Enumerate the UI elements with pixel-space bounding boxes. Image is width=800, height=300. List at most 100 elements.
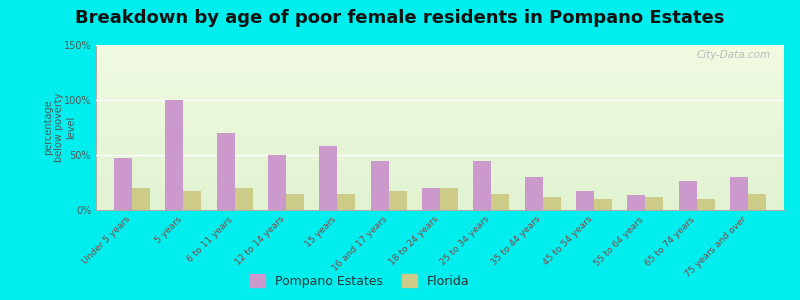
Bar: [96, 75, 784, 76]
Bar: [96, 76, 784, 78]
Bar: [96, 73, 784, 75]
Bar: [183, 191, 202, 210]
Bar: [96, 187, 784, 188]
Bar: [491, 194, 510, 210]
Bar: [96, 160, 784, 162]
Bar: [234, 188, 253, 210]
Bar: [96, 131, 784, 132]
Bar: [730, 177, 748, 210]
Bar: [748, 194, 766, 210]
Bar: [96, 112, 784, 114]
Bar: [389, 191, 406, 210]
Bar: [697, 199, 714, 210]
Y-axis label: percentage
below poverty
level: percentage below poverty level: [42, 93, 76, 162]
Bar: [96, 142, 784, 144]
Bar: [96, 157, 784, 159]
Bar: [594, 199, 612, 210]
Bar: [319, 146, 338, 210]
Bar: [338, 194, 355, 210]
Bar: [96, 203, 784, 205]
Bar: [96, 56, 784, 58]
Bar: [96, 106, 784, 108]
Bar: [474, 160, 491, 210]
Bar: [96, 94, 784, 96]
Bar: [96, 99, 784, 101]
Bar: [96, 53, 784, 55]
Bar: [96, 202, 784, 203]
Bar: [440, 188, 458, 210]
Bar: [96, 165, 784, 167]
Bar: [96, 141, 784, 142]
Bar: [422, 188, 440, 210]
Text: Breakdown by age of poor female residents in Pompano Estates: Breakdown by age of poor female resident…: [75, 9, 725, 27]
Bar: [627, 195, 646, 210]
Bar: [96, 103, 784, 104]
Bar: [96, 182, 784, 184]
Bar: [96, 52, 784, 53]
Bar: [96, 111, 784, 112]
Bar: [96, 126, 784, 127]
Bar: [96, 184, 784, 185]
Bar: [96, 155, 784, 157]
Bar: [96, 207, 784, 208]
Bar: [96, 104, 784, 106]
Bar: [96, 89, 784, 91]
Bar: [96, 167, 784, 169]
Bar: [96, 108, 784, 109]
Bar: [96, 185, 784, 187]
Bar: [96, 61, 784, 63]
Bar: [525, 177, 542, 210]
Bar: [96, 195, 784, 197]
Bar: [542, 197, 561, 210]
Bar: [96, 180, 784, 182]
Bar: [96, 93, 784, 94]
Bar: [96, 169, 784, 170]
Bar: [96, 192, 784, 194]
Bar: [96, 177, 784, 178]
Bar: [96, 65, 784, 66]
Legend: Pompano Estates, Florida: Pompano Estates, Florida: [250, 274, 470, 288]
Bar: [96, 208, 784, 210]
Bar: [370, 160, 389, 210]
Bar: [96, 144, 784, 146]
Text: City-Data.com: City-Data.com: [696, 50, 770, 60]
Bar: [96, 151, 784, 152]
Bar: [96, 190, 784, 192]
Bar: [96, 134, 784, 136]
Bar: [96, 109, 784, 111]
Bar: [96, 129, 784, 131]
Bar: [96, 188, 784, 190]
Bar: [678, 182, 697, 210]
Bar: [96, 81, 784, 83]
Bar: [96, 119, 784, 121]
Bar: [96, 63, 784, 65]
Bar: [96, 46, 784, 48]
Bar: [96, 50, 784, 52]
Bar: [96, 199, 784, 200]
Bar: [114, 158, 132, 210]
Bar: [96, 68, 784, 70]
Bar: [96, 159, 784, 161]
Bar: [96, 85, 784, 86]
Bar: [96, 137, 784, 139]
Bar: [96, 83, 784, 85]
Bar: [166, 100, 183, 210]
Bar: [96, 128, 784, 129]
Bar: [96, 205, 784, 207]
Bar: [96, 170, 784, 172]
Bar: [132, 188, 150, 210]
Bar: [96, 136, 784, 137]
Bar: [96, 172, 784, 174]
Bar: [96, 48, 784, 50]
Bar: [96, 66, 784, 68]
Bar: [96, 152, 784, 154]
Bar: [96, 80, 784, 81]
Bar: [96, 124, 784, 126]
Bar: [96, 45, 784, 46]
Bar: [96, 197, 784, 199]
Bar: [96, 162, 784, 164]
Bar: [286, 194, 304, 210]
Bar: [96, 58, 784, 60]
Bar: [96, 60, 784, 61]
Bar: [96, 121, 784, 122]
